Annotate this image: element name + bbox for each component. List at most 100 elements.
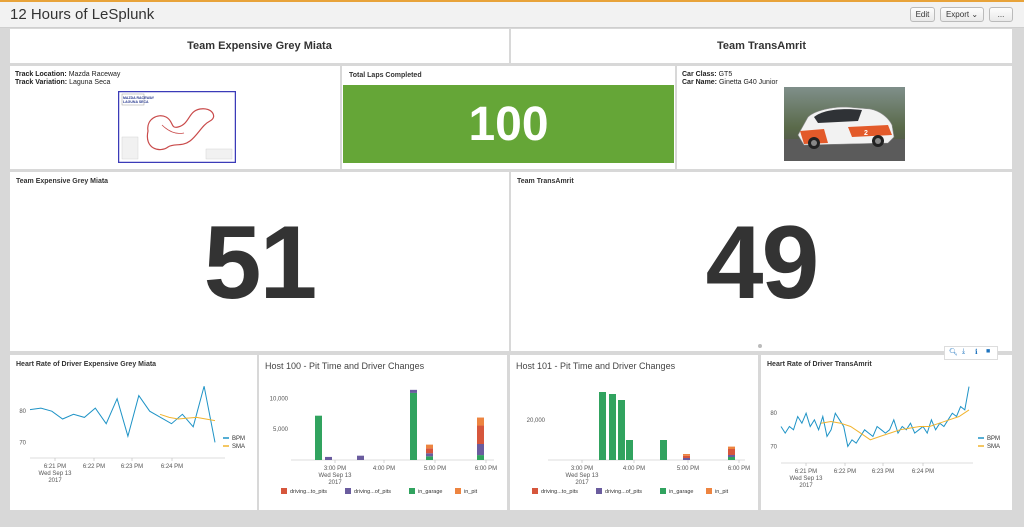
bar-in_pit-8 xyxy=(683,454,690,456)
legend-label-2: in_garage xyxy=(669,489,693,495)
team1-score-title: Team Expensive Grey Miata xyxy=(16,178,109,185)
legend-swatch-1 xyxy=(345,488,351,494)
track-location-label: Track Location: xyxy=(15,71,67,78)
track-info-panel: Track Location: Mazda Raceway Track Vari… xyxy=(10,66,340,169)
bpm-series-line xyxy=(780,386,970,448)
bar-in_garage-0 xyxy=(315,415,322,460)
y-tick-label: 70 xyxy=(770,444,777,450)
bar-in_garage-5 xyxy=(426,456,433,460)
bar-in_garage-4 xyxy=(626,440,633,460)
hr2-title: Heart Rate of Driver TransAmrit xyxy=(767,361,872,368)
car-class-label: Car Class: xyxy=(682,71,717,78)
bar-drivingof_pits-10 xyxy=(728,455,735,457)
x-tick-label: 6:21 PM Wed Sep 13 2017 xyxy=(39,464,73,484)
car-info: Car Class: GT5 Car Name: Ginetta G40 Jun… xyxy=(682,71,778,87)
team2-score-title: Team TransAmrit xyxy=(517,178,574,185)
y-tick-label: 5,000 xyxy=(273,427,289,433)
pit100-panel: Host 100 - Pit Time and Driver Changes 1… xyxy=(259,355,507,510)
bar-in_garage-4 xyxy=(410,392,417,460)
hr2-panel: Heart Rate of Driver TransAmrit 80 70 6:21… xyxy=(761,355,1012,510)
x-tick-label: 6:00 PM xyxy=(728,466,750,472)
hr1-title: Heart Rate of Driver Expensive Grey Miat… xyxy=(16,361,157,368)
legend-label-0: driving...to_pits xyxy=(541,489,578,495)
sma-series-line xyxy=(820,409,970,441)
x-tick-label: 6:23 PM xyxy=(872,469,894,475)
bar-drivingof_pits-8 xyxy=(683,458,690,460)
x-tick-label: 6:21 PM Wed Sep 13 2017 xyxy=(790,469,824,489)
x-tick-label: 3:00 PM Wed Sep 13 2017 xyxy=(319,466,353,486)
pit100-chart: 10,000 5,000 3:00 PM Wed Sep 13 2017 4:00 PM 5… xyxy=(270,389,497,495)
bar-drivingof_pits-7 xyxy=(477,444,484,456)
x-tick-label: 6:22 PM xyxy=(83,464,105,470)
legend-swatch-3 xyxy=(455,488,461,494)
track-logo-line2: LAGUNA SECA xyxy=(123,100,149,104)
bar-in_garage-6 xyxy=(660,440,667,460)
car-name-label: Car Name: xyxy=(682,79,718,86)
bar-in_pit-7 xyxy=(477,417,484,426)
x-tick-label: 6:24 PM xyxy=(912,469,934,475)
bar-in_garage-3 xyxy=(618,400,625,460)
svg-text:2: 2 xyxy=(864,130,868,137)
edit-button[interactable]: Edit xyxy=(910,7,935,22)
bar-drivingto_pits-8 xyxy=(683,455,690,458)
chevron-down-icon: ⌄ xyxy=(971,10,979,19)
search-icon[interactable]: 🔍︎ xyxy=(949,349,958,356)
legend-label-sma: SMA xyxy=(987,444,1000,450)
legend-label-bpm: BPM xyxy=(987,436,1000,442)
bar-drivingof_pits-1 xyxy=(325,456,332,460)
team2-score-panel: Team TransAmrit 49 xyxy=(511,172,1012,351)
y-tick-label: 20,000 xyxy=(527,418,546,424)
legend-label-3: in_pit xyxy=(715,489,729,495)
legend-swatch-2 xyxy=(409,488,415,494)
bar-in_garage-2 xyxy=(609,394,616,460)
legend-swatch-3 xyxy=(706,488,712,494)
legend-label-bpm: BPM xyxy=(232,436,245,442)
track-map-image: MAZDA RACEWAY LAGUNA SECA xyxy=(118,91,236,163)
hr2-chart: 80 70 6:21 PM Wed Sep 13 2017 6:22 PM 6:23 PM 6… xyxy=(770,386,1000,489)
dashboard-header: 12 Hours of LeSplunk Edit Export ⌄ ... xyxy=(0,2,1024,28)
car-name: Ginetta G40 Junior xyxy=(718,79,778,86)
car-info-panel: Car Class: GT5 Car Name: Ginetta G40 Jun… xyxy=(677,66,1012,169)
total-laps-value: 100 xyxy=(468,98,549,151)
legend-label-1: driving...of_pits xyxy=(605,489,642,495)
bar-drivingof_pits-4 xyxy=(410,389,417,393)
y-tick-label: 10,000 xyxy=(270,396,289,402)
x-tick-label: 6:00 PM xyxy=(475,466,497,472)
legend-label-sma: SMA xyxy=(232,444,245,450)
dashboard-title: 12 Hours of LeSplunk xyxy=(10,6,155,23)
track-info-box xyxy=(205,148,233,160)
legend-swatch-2 xyxy=(660,488,666,494)
refresh-icon[interactable]: ■ xyxy=(986,348,991,355)
track-variation-label: Track Variation: xyxy=(15,79,68,86)
export-button[interactable]: Export ⌄ xyxy=(940,7,984,22)
download-icon[interactable]: ⤓ xyxy=(962,348,966,355)
legend-swatch-0 xyxy=(281,488,287,494)
pit101-title: Host 101 - Pit Time and Driver Changes xyxy=(516,361,676,371)
resize-handle[interactable] xyxy=(758,344,762,348)
track-legend-box xyxy=(121,136,139,160)
hr1-panel: Heart Rate of Driver Expensive Grey Miat… xyxy=(10,355,257,510)
legend-label-1: driving...of_pits xyxy=(354,489,391,495)
team2-header-panel: Team TransAmrit xyxy=(511,29,1012,63)
team1-header: Team Expensive Grey Miata xyxy=(187,40,332,52)
legend-swatch-1 xyxy=(596,488,602,494)
track-logo-line1: MAZDA RACEWAY xyxy=(123,96,155,100)
bar-drivingto_pits-10 xyxy=(728,449,735,455)
car-class: GT5 xyxy=(718,71,733,78)
x-tick-label: 5:00 PM xyxy=(424,466,446,472)
team2-score-value: 49 xyxy=(705,205,820,321)
legend-swatch-0 xyxy=(532,488,538,494)
sma-series-line xyxy=(159,413,216,422)
total-laps-tile: 100 xyxy=(343,85,674,163)
x-tick-label: 6:22 PM xyxy=(834,469,856,475)
car-image: 2 xyxy=(784,87,905,161)
x-tick-label: 4:00 PM xyxy=(373,466,395,472)
x-tick-label: 4:00 PM xyxy=(623,466,645,472)
more-button[interactable]: ... xyxy=(989,7,1013,22)
x-tick-label: 5:00 PM xyxy=(677,466,699,472)
x-tick-label: 6:23 PM xyxy=(121,464,143,470)
bar-in_garage-7 xyxy=(477,455,484,460)
team1-score-value: 51 xyxy=(203,205,318,321)
bpm-series-line xyxy=(29,386,216,443)
info-icon[interactable]: ℹ xyxy=(975,349,978,356)
